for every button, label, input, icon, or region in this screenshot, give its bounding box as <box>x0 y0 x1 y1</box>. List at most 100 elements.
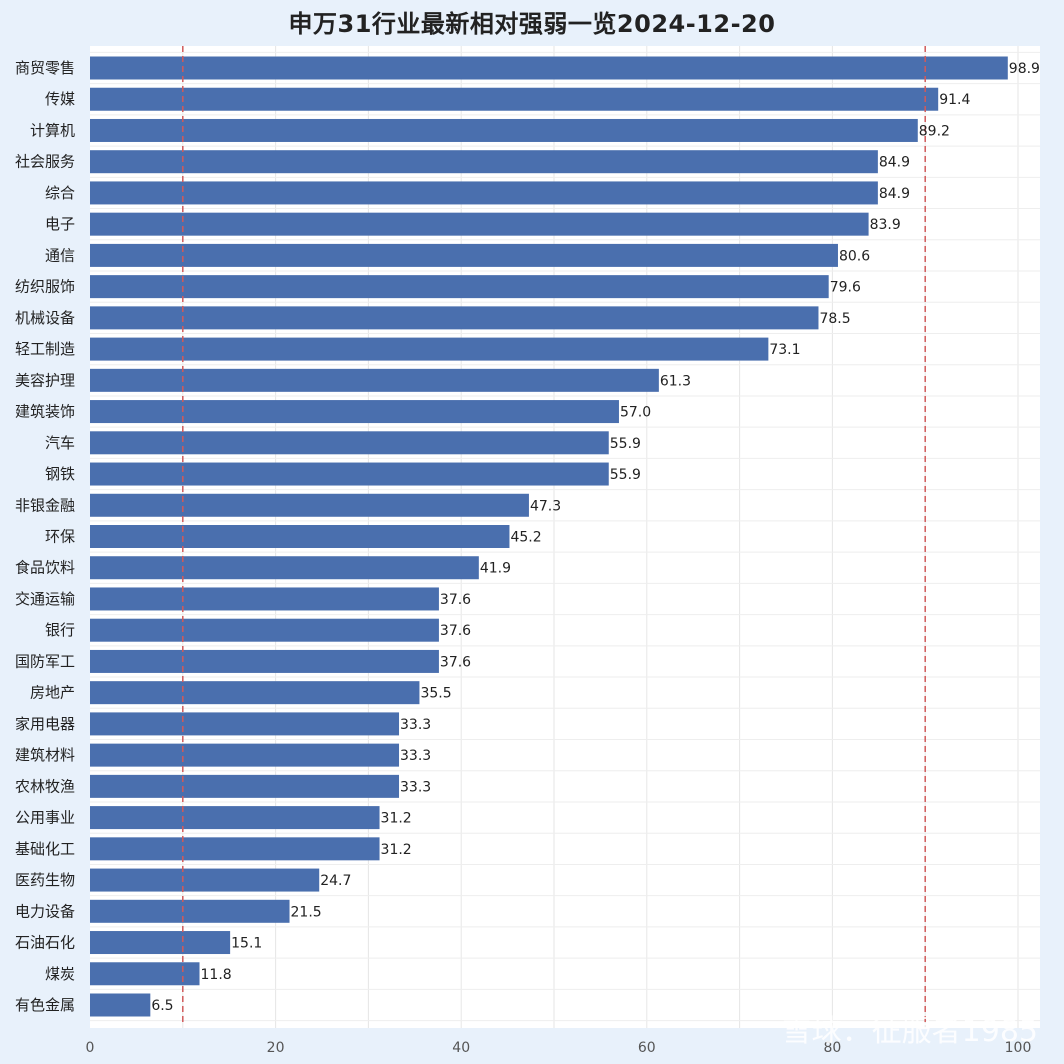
bars <box>90 56 1008 1017</box>
category-label: 计算机 <box>30 121 75 139</box>
bar <box>90 743 400 767</box>
bar <box>90 275 829 299</box>
category-label: 通信 <box>45 246 75 264</box>
category-label: 电力设备 <box>15 902 75 920</box>
value-label: 41.9 <box>480 561 511 577</box>
bar <box>90 87 939 111</box>
bar <box>90 837 380 861</box>
category-label: 建筑装饰 <box>15 403 75 421</box>
value-label: 15.1 <box>231 936 262 952</box>
category-label: 国防军工 <box>15 652 75 670</box>
category-label: 综合 <box>45 184 75 202</box>
bar <box>90 431 609 455</box>
category-label: 环保 <box>45 528 75 546</box>
bar <box>90 306 819 330</box>
category-label: 石油石化 <box>15 934 75 952</box>
bar <box>90 337 769 361</box>
value-label: 31.2 <box>381 842 412 858</box>
value-label: 55.9 <box>610 467 641 483</box>
value-label: 31.2 <box>381 811 412 827</box>
bar <box>90 806 380 830</box>
value-label: 24.7 <box>320 873 351 889</box>
bar <box>90 243 838 267</box>
category-label: 房地产 <box>30 684 75 702</box>
category-label: 建筑材料 <box>15 746 75 764</box>
category-label: 有色金属 <box>15 996 75 1014</box>
value-label: 45.2 <box>510 530 541 546</box>
value-label: 33.3 <box>400 717 431 733</box>
value-label: 84.9 <box>879 186 910 202</box>
category-label: 纺织服饰 <box>15 278 75 296</box>
bar <box>90 931 231 955</box>
category-label: 电子 <box>45 215 75 233</box>
category-label: 交通运输 <box>15 590 75 608</box>
category-label: 美容护理 <box>15 371 75 389</box>
reference-lines <box>182 46 926 1026</box>
value-labels: 98.9 91.4 89.2 84.9 84.9 83.980.6 79.6 78.5 73.1… <box>151 61 1040 1014</box>
value-label: 98.9 <box>1009 61 1040 77</box>
bar <box>90 556 479 580</box>
category-label: 钢铁 <box>45 465 75 483</box>
category-label: 基础化工 <box>15 840 75 858</box>
category-label: 社会服务 <box>15 153 75 171</box>
x-tick-label: 0 <box>86 1040 95 1056</box>
bar <box>90 993 151 1017</box>
value-label: 37.6 <box>440 623 471 639</box>
bar <box>90 899 290 923</box>
bar <box>90 493 529 517</box>
x-tick-label: 20 <box>267 1040 285 1056</box>
value-label: 89.2 <box>919 123 950 139</box>
bar <box>90 150 878 174</box>
category-label: 家用电器 <box>15 715 75 733</box>
bar <box>90 774 400 798</box>
bar <box>90 962 200 986</box>
category-label: 农林牧渔 <box>15 777 75 795</box>
value-label: 84.9 <box>879 155 910 171</box>
bar <box>90 56 1008 80</box>
category-label: 传媒 <box>45 90 75 108</box>
bar <box>90 462 609 486</box>
category-label: 机械设备 <box>15 309 75 327</box>
x-tick-label: 80 <box>823 1040 841 1056</box>
value-label: 37.6 <box>440 654 471 670</box>
category-label: 公用事业 <box>15 809 75 827</box>
value-label: 47.3 <box>530 498 561 514</box>
value-label: 55.9 <box>610 436 641 452</box>
grid-lines <box>90 46 1040 1028</box>
value-label: 83.9 <box>870 217 901 233</box>
value-label: 33.3 <box>400 779 431 795</box>
value-label: 79.6 <box>830 280 861 296</box>
value-label: 33.3 <box>400 748 431 764</box>
category-label: 汽车 <box>45 434 75 452</box>
value-label: 6.5 <box>151 998 173 1014</box>
value-label: 11.8 <box>201 967 232 983</box>
bar <box>90 681 420 705</box>
x-tick-label: 100 <box>1005 1040 1032 1056</box>
value-label: 91.4 <box>939 92 970 108</box>
category-label: 商贸零售 <box>15 59 75 77</box>
bar <box>90 400 619 424</box>
value-label: 37.6 <box>440 592 471 608</box>
x-tick-label: 60 <box>638 1040 656 1056</box>
bar <box>90 212 869 236</box>
x-axis-ticks: 0 20 40 60 80 100 <box>86 1040 1032 1056</box>
bar <box>90 368 659 392</box>
bar <box>90 618 439 642</box>
value-label: 57.0 <box>620 405 651 421</box>
bar <box>90 181 878 205</box>
category-label: 煤炭 <box>45 965 75 983</box>
bar <box>90 525 510 548</box>
category-label: 非银金融 <box>15 496 75 514</box>
category-label: 食品饮料 <box>15 559 75 577</box>
value-label: 35.5 <box>420 686 451 702</box>
value-label: 21.5 <box>291 904 322 920</box>
bar <box>90 118 918 142</box>
bar <box>90 868 320 892</box>
category-label: 轻工制造 <box>15 340 75 358</box>
value-label: 73.1 <box>769 342 800 358</box>
category-labels: 商贸零售传媒计算机社会服务综合电子通信纺织服饰机械设备轻工制造美容护理建筑装饰汽… <box>15 59 75 1014</box>
bar <box>90 712 400 736</box>
category-label: 医药生物 <box>15 871 75 889</box>
value-label: 80.6 <box>839 248 870 264</box>
watermark: 雪球：征服者1985 <box>781 1014 1038 1049</box>
